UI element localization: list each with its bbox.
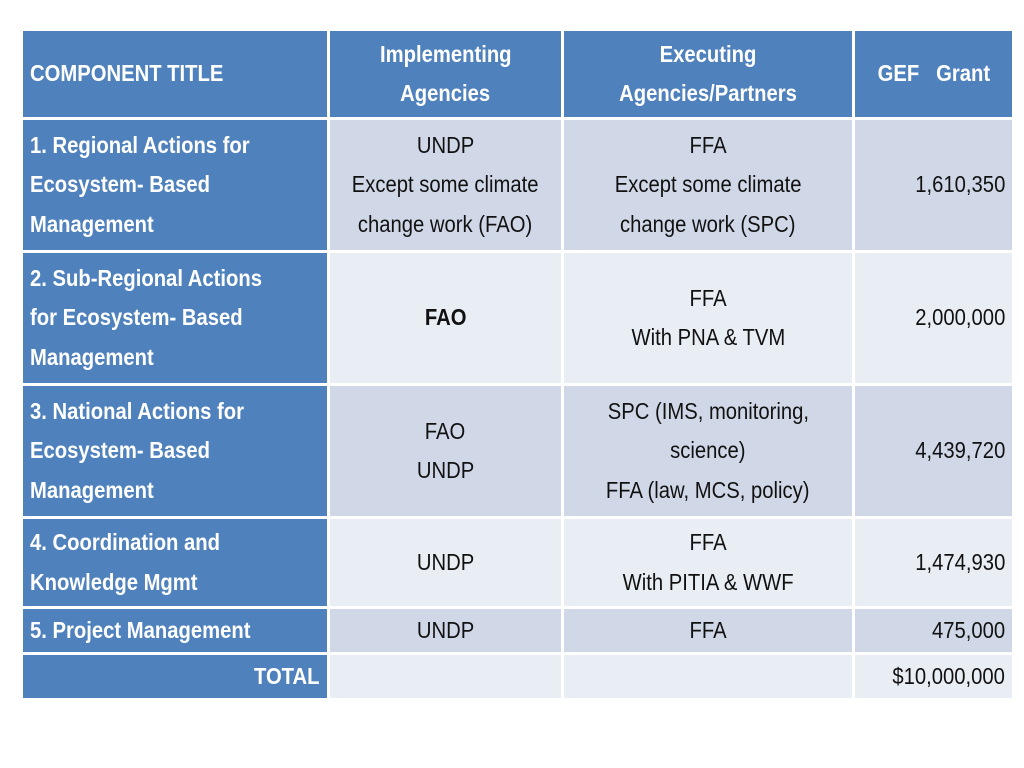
implementing-cell: UNDP <box>327 606 564 655</box>
executing-cell: FFA With PNA & TVM <box>561 250 855 386</box>
gef-grant-cell: 2,000,000 <box>852 250 1015 386</box>
header-executing-line: Agencies/Partners <box>619 80 797 106</box>
gef-grant-cell: 1,474,930 <box>852 516 1015 609</box>
component-grant-table: COMPONENT TITLE Implementing Agencies Ex… <box>20 28 1015 701</box>
component-title-cell: 4. Coordination and Knowledge Mgmt <box>20 516 330 609</box>
header-implementing-line: Agencies <box>400 80 491 106</box>
executing-cell: FFA Except some climate change work (SPC… <box>561 117 855 253</box>
gef-grant-cell: 4,439,720 <box>852 383 1015 519</box>
header-implementing-agencies: Implementing Agencies <box>327 28 564 120</box>
executing-cell: SPC (IMS, monitoring, science) FFA (law,… <box>561 383 855 519</box>
header-executing-line: Executing <box>659 40 757 67</box>
total-label-cell: TOTAL <box>20 652 330 701</box>
header-implementing-line: Implementing <box>379 40 512 67</box>
table-row: 5. Project Management UNDP FFA 475,000 <box>20 606 1015 655</box>
total-executing-cell <box>561 652 855 701</box>
component-title-cell: 3. National Actions for Ecosystem- Based… <box>20 383 330 519</box>
component-title-cell: 5. Project Management <box>20 606 330 655</box>
implementing-cell: UNDP <box>327 516 564 609</box>
component-title-cell: 1. Regional Actions for Ecosystem- Based… <box>20 117 330 253</box>
component-title-cell: 2. Sub-Regional Actions for Ecosystem- B… <box>20 250 330 386</box>
executing-cell: FFA <box>561 606 855 655</box>
implementing-cell: FAO <box>327 250 564 386</box>
gef-grant-cell: 475,000 <box>852 606 1015 655</box>
table-row: 2. Sub-Regional Actions for Ecosystem- B… <box>20 250 1015 386</box>
gef-grant-cell: 1,610,350 <box>852 117 1015 253</box>
header-component-title: COMPONENT TITLE <box>20 28 330 120</box>
total-grant-cell: $10,000,000 <box>852 652 1015 701</box>
total-implementing-cell <box>327 652 564 701</box>
executing-cell: FFA With PITIA & WWF <box>561 516 855 609</box>
implementing-cell: UNDP Except some climate change work (FA… <box>327 117 564 253</box>
table-row: 4. Coordination and Knowledge Mgmt UNDP … <box>20 516 1015 609</box>
implementing-cell: FAO UNDP <box>327 383 564 519</box>
table-row: 1. Regional Actions for Ecosystem- Based… <box>20 117 1015 253</box>
total-row: TOTAL $10,000,000 <box>20 652 1015 701</box>
header-row: COMPONENT TITLE Implementing Agencies Ex… <box>20 28 1015 120</box>
table-row: 3. National Actions for Ecosystem- Based… <box>20 383 1015 519</box>
header-gef-grant: GEF Grant <box>852 28 1015 120</box>
header-executing-agencies: Executing Agencies/Partners <box>561 28 855 120</box>
